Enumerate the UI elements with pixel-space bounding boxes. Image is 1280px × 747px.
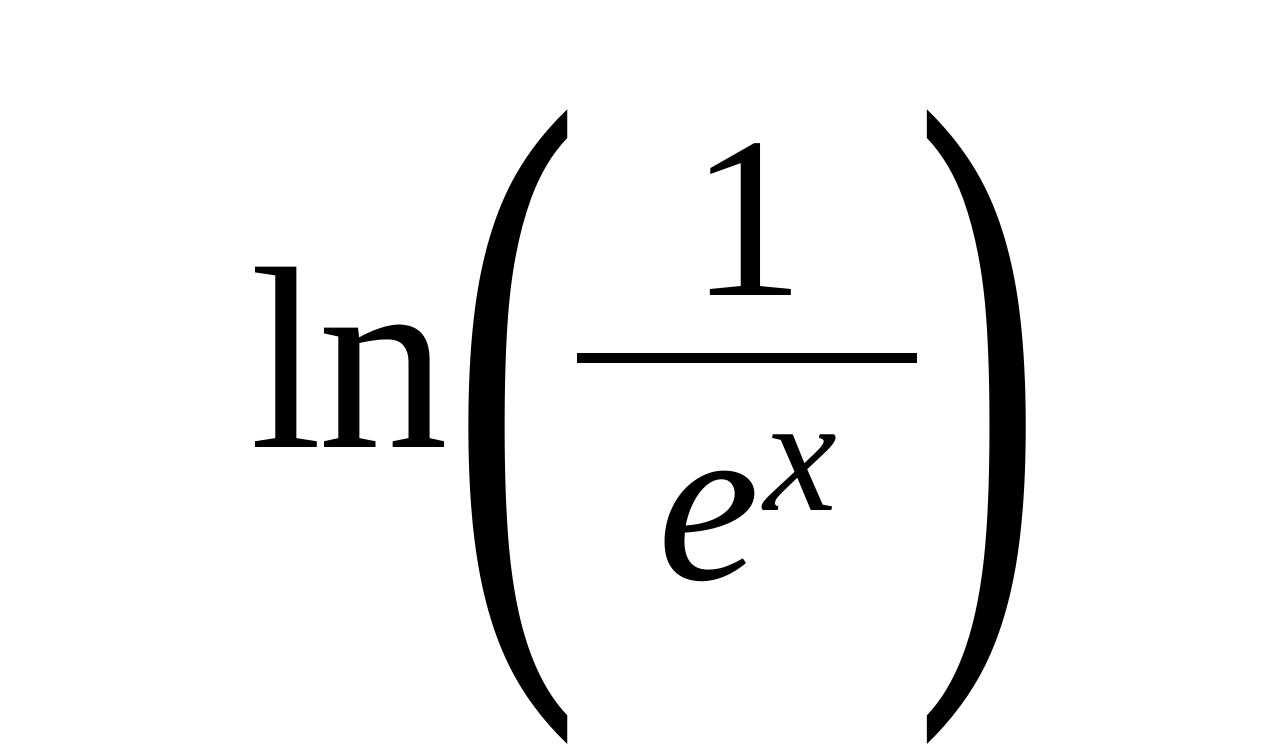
numerator: 1 xyxy=(690,103,805,341)
fraction: 1 e x xyxy=(567,103,927,617)
close-paren: ) xyxy=(915,45,1043,675)
fraction-bar xyxy=(577,353,917,363)
open-paren: ( xyxy=(451,45,579,675)
function-ln: ln xyxy=(250,230,444,490)
denominator-base: e xyxy=(657,387,759,617)
math-formula: ln ( 1 e x ) xyxy=(250,45,1030,675)
denominator-exponent: x xyxy=(764,372,837,537)
denominator: e x xyxy=(657,375,836,617)
parenthesized-argument: ( 1 e x ) xyxy=(464,45,1030,675)
